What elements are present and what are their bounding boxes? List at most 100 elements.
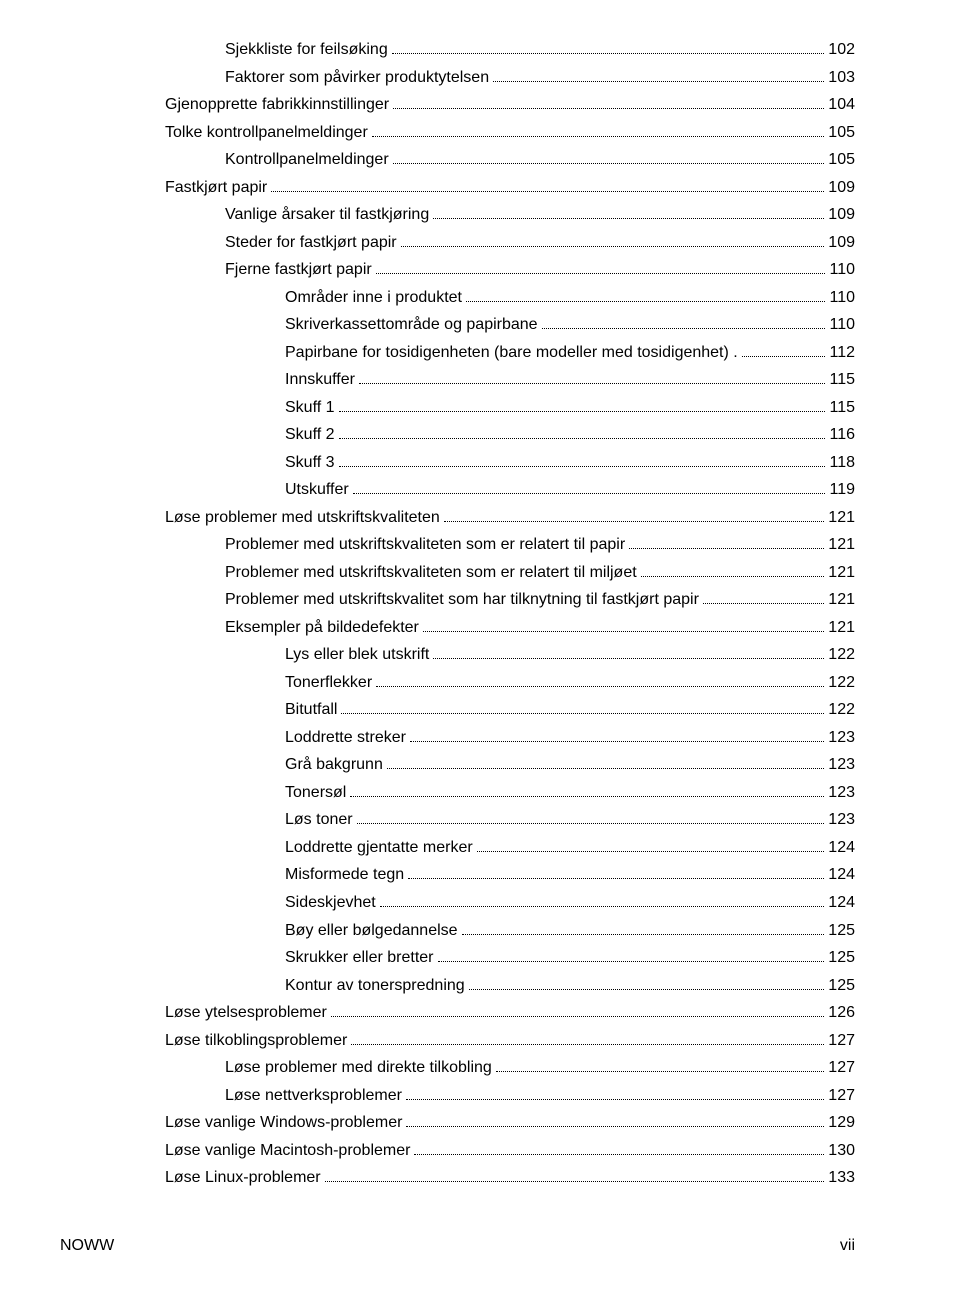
toc-leader [331,1003,824,1017]
toc-label: Tonerflekker [285,669,372,697]
toc-page: 125 [828,944,855,972]
toc-page: 109 [828,201,855,229]
toc-leader [406,1086,824,1100]
toc-entry: Løse vanlige Windows-problemer 129 [105,1109,855,1137]
toc-label: Lys eller blek utskrift [285,641,429,669]
toc-leader [406,1113,824,1127]
toc-page: 116 [829,421,855,449]
toc-page: 127 [828,1027,855,1055]
toc-label: Skuff 1 [285,394,335,422]
toc-leader [444,508,825,522]
toc-entry: Loddrette streker 123 [105,724,855,752]
toc-page: 121 [828,531,855,559]
toc-leader [629,535,824,549]
toc-entry: Misformede tegn 124 [105,861,855,889]
toc-label: Løse Linux-problemer [165,1164,321,1192]
toc-label: Problemer med utskriftskvaliteten som er… [225,559,637,587]
toc-label: Problemer med utskriftskvaliteten som er… [225,531,625,559]
toc-leader [641,563,825,577]
toc-leader [423,618,824,632]
toc-page: 127 [828,1054,855,1082]
toc-page: 105 [828,119,855,147]
toc-label: Løse tilkoblingsproblemer [165,1027,347,1055]
toc-leader [351,1031,824,1045]
toc-label: Løse problemer med direkte tilkobling [225,1054,492,1082]
toc-page: 123 [828,806,855,834]
toc-entry: Sjekkliste for feilsøking 102 [105,36,855,64]
toc-entry: Fjerne fastkjørt papir110 [105,256,855,284]
toc-entry: Skuff 3118 [105,449,855,477]
toc-label: Innskuffer [285,366,355,394]
toc-page: 122 [828,696,855,724]
toc-page: 121 [828,586,855,614]
toc-leader [339,398,826,412]
toc-entry: Vanlige årsaker til fastkjøring109 [105,201,855,229]
toc-page: 133 [828,1164,855,1192]
toc-page: 125 [828,917,855,945]
toc-page: 109 [828,229,855,257]
toc-label: Grå bakgrunn [285,751,383,779]
toc-page: 105 [828,146,855,174]
toc-label: Utskuffer [285,476,349,504]
toc-entry: Innskuffer115 [105,366,855,394]
toc-label: Loddrette streker [285,724,406,752]
toc-leader [353,480,826,494]
toc-label: Tolke kontrollpanelmeldinger [165,119,368,147]
toc-leader [408,866,824,880]
toc-entry: Skriverkassettområde og papirbane110 [105,311,855,339]
toc-label: Skuff 3 [285,449,335,477]
toc-leader [372,123,825,137]
toc-page: 122 [828,641,855,669]
toc-leader [742,343,826,357]
toc-label: Papirbane for tosidigenheten (bare model… [285,339,738,367]
toc-page: 130 [828,1137,855,1165]
toc-leader [393,95,824,109]
toc-entry: Fastkjørt papir109 [105,174,855,202]
toc-label: Kontur av tonerspredning [285,972,465,1000]
toc-leader [703,591,824,605]
toc-page: 122 [828,669,855,697]
toc-label: Bitutfall [285,696,337,724]
toc-label: Løse vanlige Macintosh-problemer [165,1137,410,1165]
toc-entry: Kontur av tonerspredning 125 [105,972,855,1000]
toc-leader [466,288,826,302]
toc-entry: Løs toner123 [105,806,855,834]
toc-entry: Problemer med utskriftskvalitet som har … [105,586,855,614]
footer-left: NOWW [60,1237,114,1255]
toc-leader [496,1058,825,1072]
toc-page: 110 [829,311,855,339]
toc-entry: Gjenopprette fabrikkinnstillinger 104 [105,91,855,119]
toc-entry: Løse problemer med utskriftskvaliteten12… [105,504,855,532]
toc-entry: Eksempler på bildedefekter121 [105,614,855,642]
toc-page: 123 [828,724,855,752]
toc-entry: Grå bakgrunn123 [105,751,855,779]
toc-page: 124 [828,861,855,889]
toc-entry: Løse problemer med direkte tilkobling 127 [105,1054,855,1082]
toc-label: Løse vanlige Windows-problemer [165,1109,402,1137]
toc-entry: Løse Linux-problemer 133 [105,1164,855,1192]
toc-leader [433,205,824,219]
toc-leader [462,921,825,935]
toc-leader [392,40,825,54]
toc-label: Gjenopprette fabrikkinnstillinger [165,91,389,119]
toc-page: 104 [828,91,855,119]
toc-label: Områder inne i produktet [285,284,462,312]
toc-leader [410,728,824,742]
toc-page: 102 [828,36,855,64]
toc-entry: Tonerflekker 122 [105,669,855,697]
toc-label: Eksempler på bildedefekter [225,614,419,642]
toc-entry: Kontrollpanelmeldinger 105 [105,146,855,174]
toc-page: 109 [828,174,855,202]
toc-page: 125 [828,972,855,1000]
footer-right: vii [840,1237,855,1255]
toc-entry: Lys eller blek utskrift 122 [105,641,855,669]
toc-leader [433,646,824,660]
toc-label: Problemer med utskriftskvalitet som har … [225,586,699,614]
toc-label: Misformede tegn [285,861,404,889]
toc-entry: Løse vanlige Macintosh-problemer 130 [105,1137,855,1165]
toc-label: Kontrollpanelmeldinger [225,146,389,174]
toc-leader [357,811,825,825]
toc-label: Løse problemer med utskriftskvaliteten [165,504,440,532]
toc-label: Sjekkliste for feilsøking [225,36,388,64]
toc-container: Sjekkliste for feilsøking102Faktorer som… [0,0,960,1192]
